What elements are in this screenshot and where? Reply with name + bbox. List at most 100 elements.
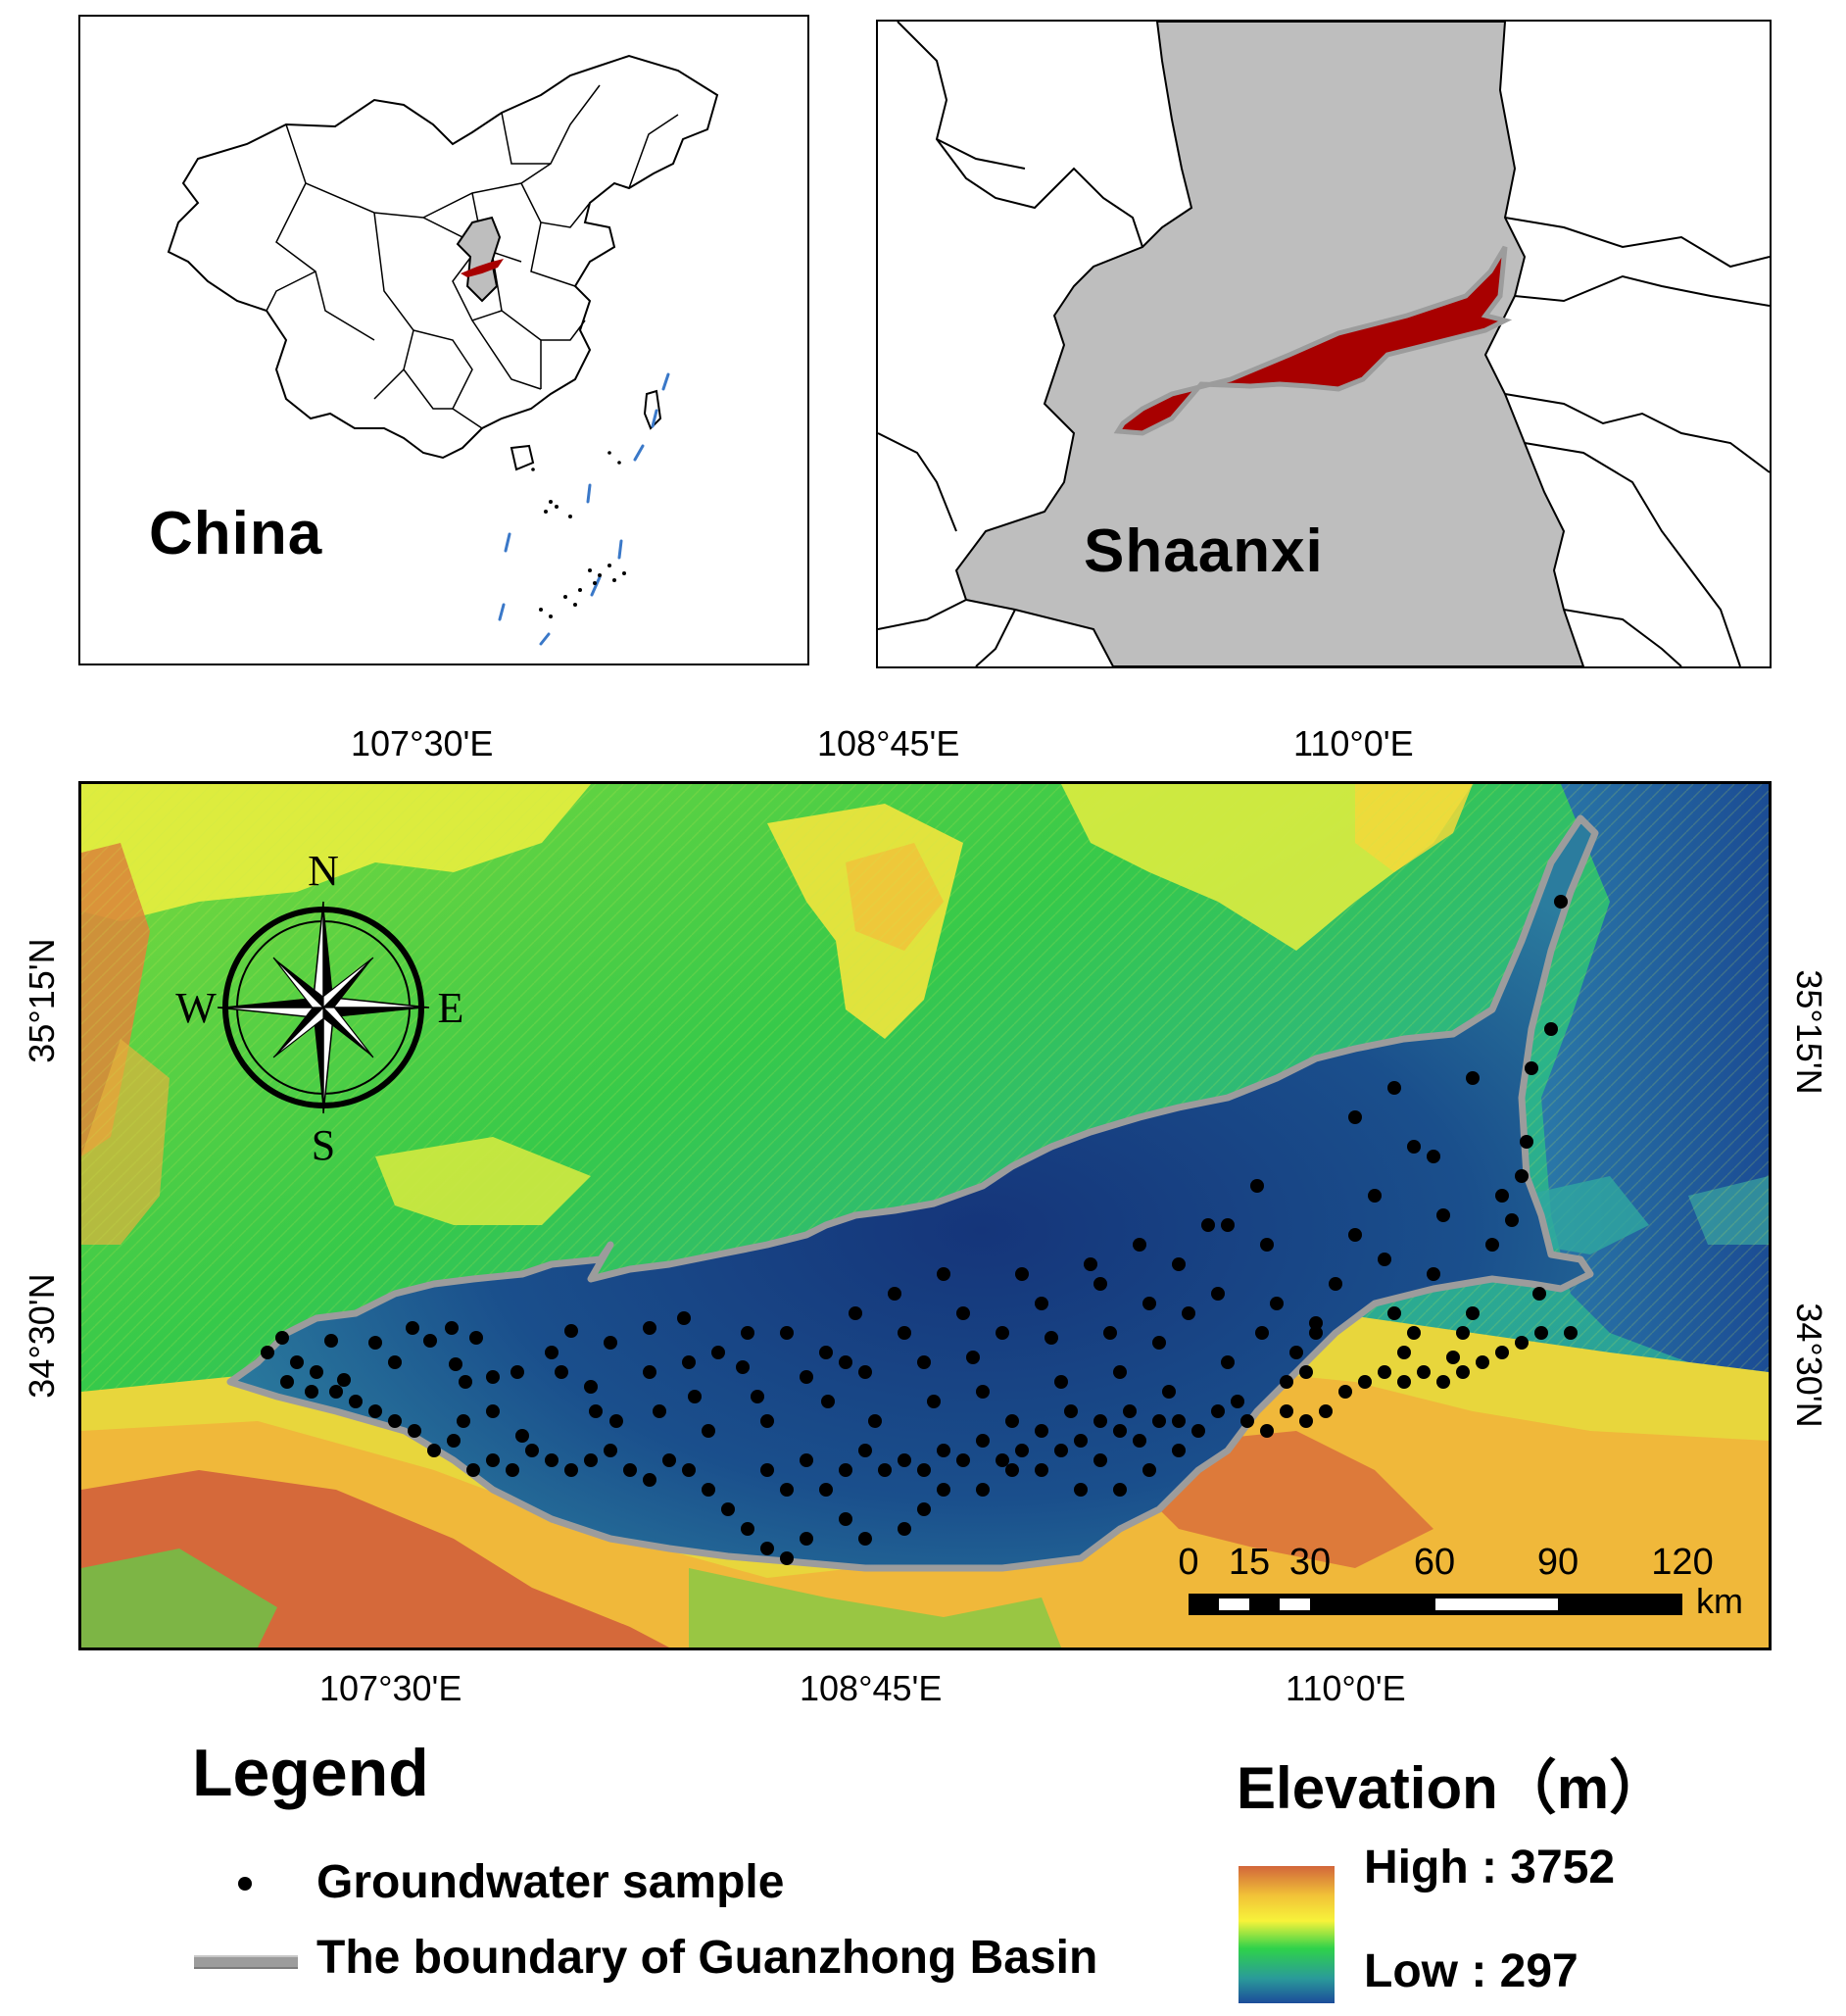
groundwater-sample-point [780, 1551, 794, 1565]
china-country-outline [167, 54, 719, 460]
groundwater-sample-point [623, 1463, 637, 1477]
scale-tick-60: 60 [1414, 1542, 1455, 1583]
groundwater-sample-point [466, 1463, 480, 1477]
groundwater-sample-point [1182, 1306, 1195, 1320]
groundwater-sample-point [643, 1365, 656, 1379]
groundwater-sample-point [1093, 1277, 1107, 1291]
groundwater-sample-point [702, 1424, 715, 1438]
groundwater-sample-point [1270, 1297, 1284, 1310]
groundwater-sample-point [1407, 1326, 1421, 1340]
groundwater-sample-point [406, 1321, 419, 1335]
groundwater-sample-point [1476, 1355, 1489, 1369]
groundwater-sample-point [525, 1444, 539, 1457]
groundwater-sample-point [1407, 1140, 1421, 1154]
legend-boundary-label: The boundary of Guanzhong Basin [316, 1932, 1098, 1984]
groundwater-sample-point [1299, 1365, 1313, 1379]
groundwater-sample-point [486, 1370, 500, 1384]
groundwater-sample-point [1211, 1404, 1225, 1418]
groundwater-sample-point [976, 1483, 990, 1497]
groundwater-sample-point [1348, 1228, 1362, 1242]
groundwater-sample-point [937, 1267, 950, 1281]
groundwater-sample-point [898, 1326, 911, 1340]
groundwater-sample-point [1221, 1355, 1235, 1369]
shaanxi-outline-map [878, 22, 1770, 666]
groundwater-sample-point [662, 1453, 676, 1467]
groundwater-sample-point [1456, 1365, 1470, 1379]
compass-south-label: S [312, 1121, 335, 1169]
groundwater-sample-point [290, 1355, 304, 1369]
groundwater-sample-point [821, 1395, 835, 1408]
groundwater-sample-point [261, 1346, 274, 1359]
groundwater-sample-point [780, 1326, 794, 1340]
groundwater-sample-point [1035, 1424, 1048, 1438]
groundwater-sample-point [1201, 1218, 1215, 1232]
groundwater-sample-point [643, 1321, 656, 1335]
groundwater-sample-point [564, 1463, 578, 1477]
groundwater-sample-point [800, 1370, 813, 1384]
groundwater-sample-point [1329, 1277, 1342, 1291]
groundwater-sample-point [956, 1453, 970, 1467]
groundwater-sample-point [1123, 1404, 1137, 1418]
groundwater-sample-point [324, 1334, 338, 1348]
groundwater-sample-point [1113, 1424, 1127, 1438]
groundwater-sample-point [1387, 1081, 1401, 1095]
groundwater-sample-point [917, 1355, 931, 1369]
left-lat-label-1: 35°15'N [22, 938, 62, 1063]
compass-west-label: W [175, 984, 217, 1032]
groundwater-sample-point [1505, 1213, 1519, 1227]
groundwater-sample-point [305, 1385, 318, 1399]
groundwater-sample-point [996, 1453, 1009, 1467]
groundwater-sample-point [741, 1522, 754, 1536]
top-lon-label-2: 108°45'E [817, 723, 960, 763]
groundwater-sample-point [1495, 1346, 1509, 1359]
groundwater-sample-point [1427, 1267, 1440, 1281]
scale-bar [1189, 1594, 1682, 1615]
groundwater-sample-point [388, 1414, 402, 1428]
groundwater-sample-point [486, 1404, 500, 1418]
groundwater-sample-point [677, 1311, 691, 1325]
groundwater-sample-point [1172, 1414, 1186, 1428]
groundwater-sample-point [1093, 1414, 1107, 1428]
groundwater-sample-point [459, 1375, 472, 1389]
nine-dash-line [498, 372, 670, 646]
groundwater-sample-point [1255, 1326, 1269, 1340]
groundwater-sample-point [780, 1483, 794, 1497]
groundwater-sample-point [839, 1355, 852, 1369]
groundwater-sample-point [1515, 1169, 1529, 1183]
hainan-island [510, 444, 535, 471]
groundwater-sample-point [1466, 1306, 1480, 1320]
groundwater-sample-point [1544, 1022, 1558, 1036]
groundwater-sample-point [1280, 1375, 1293, 1389]
groundwater-sample-point [604, 1444, 617, 1457]
elevation-legend-title: Elevation（m） [1237, 1755, 1669, 1821]
groundwater-sample-point [976, 1385, 990, 1399]
groundwater-sample-point [388, 1355, 402, 1369]
groundwater-sample-point [1554, 895, 1568, 909]
groundwater-sample-point [447, 1434, 461, 1448]
groundwater-sample-point [1015, 1267, 1029, 1281]
groundwater-sample-point [858, 1444, 872, 1457]
groundwater-sample-point [1368, 1189, 1382, 1203]
groundwater-sample-point [1466, 1071, 1480, 1085]
scale-tick-90: 90 [1537, 1542, 1579, 1583]
bottom-lon-label-3: 110°0'E [1286, 1668, 1406, 1708]
elevation-color-ramp [1239, 1866, 1335, 2003]
legend-dot-symbol [238, 1877, 252, 1891]
groundwater-sample-point [1534, 1326, 1548, 1340]
groundwater-sample-point [1240, 1414, 1254, 1428]
groundwater-sample-point [1005, 1414, 1019, 1428]
groundwater-sample-point [1338, 1385, 1352, 1399]
groundwater-sample-point [819, 1483, 833, 1497]
groundwater-sample-point [1260, 1238, 1274, 1252]
groundwater-sample-point [956, 1306, 970, 1320]
shaanxi-inset-map: Shaanxi [876, 20, 1772, 668]
groundwater-sample-point [584, 1380, 598, 1394]
groundwater-sample-point [1299, 1414, 1313, 1428]
groundwater-sample-point [510, 1365, 524, 1379]
groundwater-sample-point [1074, 1434, 1088, 1448]
groundwater-sample-point [486, 1453, 500, 1467]
groundwater-sample-point [1436, 1208, 1450, 1222]
groundwater-sample-point [1348, 1110, 1362, 1124]
legend-boundary-symbol [194, 1955, 298, 1969]
groundwater-sample-point [1152, 1414, 1166, 1428]
